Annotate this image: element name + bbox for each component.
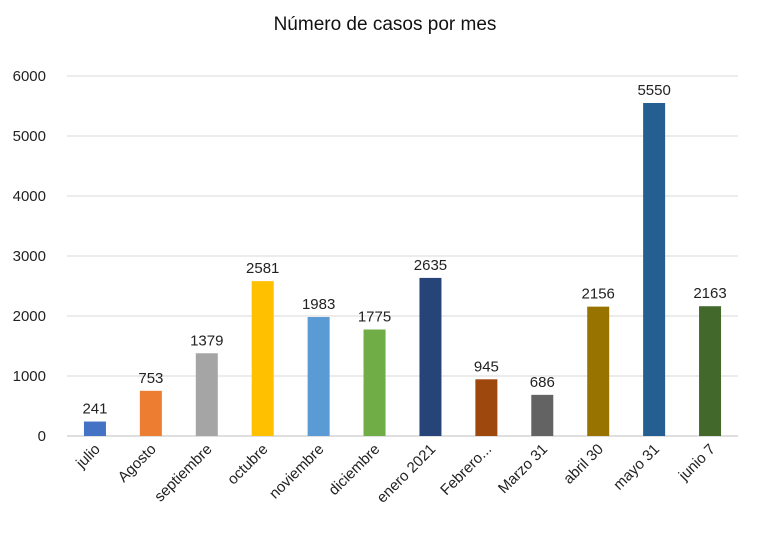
- data-label: 1379: [190, 332, 223, 349]
- data-label: 241: [82, 401, 107, 418]
- bar: [475, 379, 498, 436]
- x-tick-label: abril 30: [560, 441, 607, 488]
- bar: [699, 306, 722, 436]
- data-label: 753: [138, 370, 163, 387]
- data-labels: 241 753 1379 2581 1983 1775 2635 945 686 2156 5550…: [82, 82, 726, 418]
- y-tick-label: 3000: [13, 248, 46, 265]
- x-tick-label: noviembre: [266, 441, 328, 503]
- data-label: 2156: [582, 286, 615, 303]
- data-label: 2581: [246, 260, 279, 277]
- data-label: 2163: [693, 285, 726, 302]
- bars: [83, 103, 722, 436]
- bar: [307, 317, 330, 436]
- x-tick-label: enero 2021: [374, 441, 440, 507]
- gridlines: [67, 75, 738, 437]
- y-axis: 0 1000 2000 3000 4000 5000 6000: [13, 68, 46, 445]
- data-label: 1983: [302, 296, 335, 313]
- y-tick-label: 1000: [13, 368, 46, 385]
- x-tick-label: octubre: [224, 441, 271, 488]
- x-tick-label: junio 7: [675, 441, 719, 485]
- data-label: 945: [474, 358, 499, 375]
- x-tick-label: mayo 31: [610, 441, 663, 494]
- bar: [419, 277, 442, 436]
- y-tick-label: 0: [38, 428, 46, 445]
- bar: [587, 306, 610, 436]
- data-label: 686: [530, 374, 555, 391]
- data-label: 2635: [414, 257, 447, 274]
- data-label: 5550: [637, 82, 670, 99]
- bar: [83, 421, 106, 436]
- y-tick-label: 6000: [13, 68, 46, 85]
- y-tick-label: 5000: [13, 128, 46, 145]
- x-tick-label: julio: [72, 441, 104, 473]
- x-tick-label: Marzo 31: [495, 441, 551, 497]
- y-tick-label: 2000: [13, 308, 46, 325]
- bar: [363, 329, 386, 436]
- x-tick-label: Febrero...: [437, 441, 495, 499]
- chart-title: Número de casos por mes: [273, 14, 497, 35]
- y-tick-label: 4000: [13, 188, 46, 205]
- bar: [643, 103, 666, 436]
- x-tick-label: Agosto: [115, 441, 160, 486]
- x-tick-label: diciembre: [325, 441, 383, 499]
- data-label: 1775: [358, 309, 391, 326]
- bar: [251, 281, 274, 436]
- bar: [139, 390, 162, 436]
- bar: [195, 353, 218, 436]
- x-tick-label: septiembre: [151, 441, 215, 505]
- bar: [531, 394, 554, 436]
